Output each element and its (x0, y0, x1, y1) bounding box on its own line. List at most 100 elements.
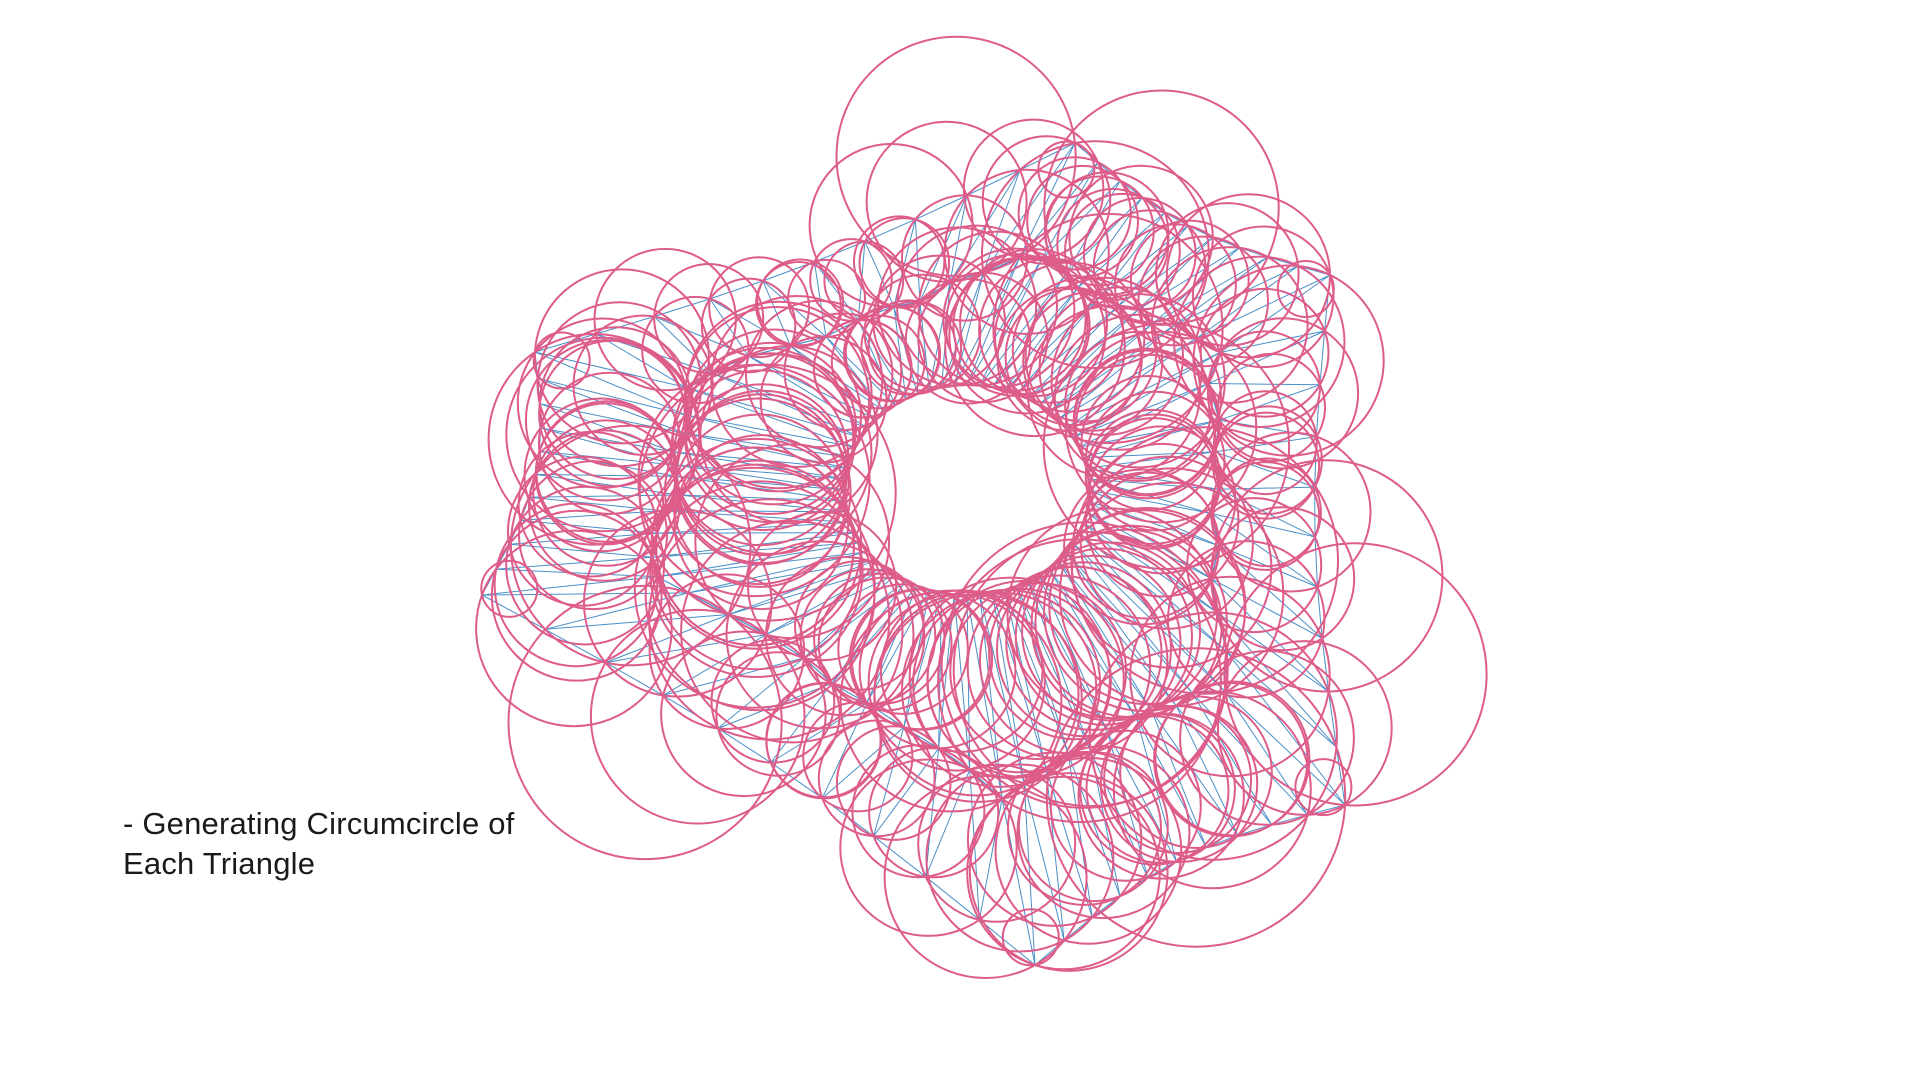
triangle-edge (1082, 451, 1215, 459)
triangle-edge (1065, 197, 1143, 275)
triangle-edge (1151, 710, 1207, 848)
circumcircle (593, 247, 737, 392)
circumcircle (867, 300, 963, 396)
triangle-edge (1219, 274, 1331, 353)
circumcircle (633, 466, 876, 709)
circumcircle (655, 446, 855, 647)
triangle-edge (537, 377, 687, 416)
circumcircle (1129, 219, 1250, 340)
circumcircle (992, 212, 1224, 445)
triangle-edge (1314, 536, 1318, 588)
circumcircle (937, 538, 1222, 823)
caption-line-1: - Generating Circumcircle of (123, 806, 515, 841)
triangle-edge (656, 542, 862, 578)
circumcircle (1070, 426, 1339, 695)
triangle-edge (545, 592, 689, 630)
circumcircle (1050, 293, 1226, 469)
circumcircle (925, 763, 1115, 953)
triangle-edge (685, 432, 852, 459)
circumcircle (651, 459, 862, 671)
triangle-edge (770, 702, 868, 763)
circumcircle (507, 584, 783, 861)
triangle-edge (534, 351, 686, 388)
circumcircle (480, 559, 539, 618)
triangle-edge (1210, 545, 1220, 579)
circumcircle (817, 576, 953, 712)
circumcircle (879, 589, 1044, 753)
circumcircle (901, 591, 1098, 788)
triangle-edge (1192, 693, 1273, 825)
triangle-edge (717, 727, 771, 763)
circumcircle (490, 509, 663, 682)
triangle-edge (1147, 860, 1177, 878)
triangle-edge (545, 614, 729, 630)
circumcircle (968, 772, 1169, 972)
triangle-edge (1219, 384, 1321, 421)
circumcircle (952, 531, 1229, 808)
triangle-edge (1019, 142, 1076, 171)
triangle-edge (1317, 586, 1323, 639)
triangle-edge (982, 169, 1021, 273)
circumcircle (1026, 164, 1139, 278)
circumcircle (835, 725, 952, 841)
triangle-edge (1225, 691, 1308, 816)
triangle-edge (1088, 489, 1212, 514)
triangle-edge (814, 261, 859, 321)
triangle-edge (1045, 768, 1065, 941)
circumcircle (648, 573, 806, 731)
triangle-edge (1090, 751, 1149, 878)
circumcircle (765, 556, 926, 717)
circumcircle (493, 502, 659, 668)
triangle-edge (914, 219, 921, 302)
triangle-edge (979, 919, 1036, 966)
triangle-edge (685, 386, 856, 448)
circumcircle (872, 254, 1006, 389)
circumcircle (1017, 751, 1169, 903)
caption-line-2: Each Triangle (123, 846, 316, 881)
triangle-edge (709, 280, 764, 300)
circumcircle (673, 434, 850, 611)
circumcircle (1213, 390, 1318, 496)
triangle-edge (803, 580, 907, 659)
circumcircle (536, 301, 703, 468)
triangle-edge (654, 298, 711, 317)
circumcircle (873, 593, 1083, 803)
triangle-edge (1175, 705, 1239, 836)
triangle-edge (1214, 436, 1317, 453)
circumcircle (745, 299, 894, 449)
circumcircle (860, 299, 957, 396)
circumcircle (877, 226, 1038, 387)
circumcircle (1216, 640, 1393, 816)
triangle-edge (1211, 513, 1318, 588)
triangle-edge (1151, 710, 1239, 836)
circumcircle (680, 520, 904, 744)
circumcircle (532, 331, 591, 390)
circumcircle (865, 120, 1028, 283)
circumcircle (839, 758, 1018, 937)
circumcircle (966, 775, 1161, 971)
triangle-edge (1210, 578, 1323, 639)
triangle-edge (595, 316, 655, 335)
circumcircle (1001, 908, 1060, 967)
triangle-edge (1027, 580, 1092, 753)
triangle-edge (953, 594, 971, 770)
circumcircle (1037, 140, 1096, 199)
triangle-edge (1328, 691, 1337, 748)
circumcircle (1058, 481, 1285, 708)
circumcircle (669, 352, 873, 555)
triangle-edge (1271, 814, 1308, 826)
circumcircle (1084, 442, 1240, 598)
circumcircle (994, 756, 1183, 945)
triangle-edge (1041, 180, 1121, 260)
circumcircle (944, 255, 1126, 438)
circumcircle (1112, 690, 1312, 890)
circumcircle (802, 701, 914, 813)
triangle-edge (949, 195, 968, 282)
triangle-edge (605, 634, 767, 664)
triangle-edge (1004, 589, 1047, 769)
triangle-edge (662, 657, 805, 696)
circumcircle (664, 397, 852, 586)
circumcircle (1294, 758, 1353, 817)
